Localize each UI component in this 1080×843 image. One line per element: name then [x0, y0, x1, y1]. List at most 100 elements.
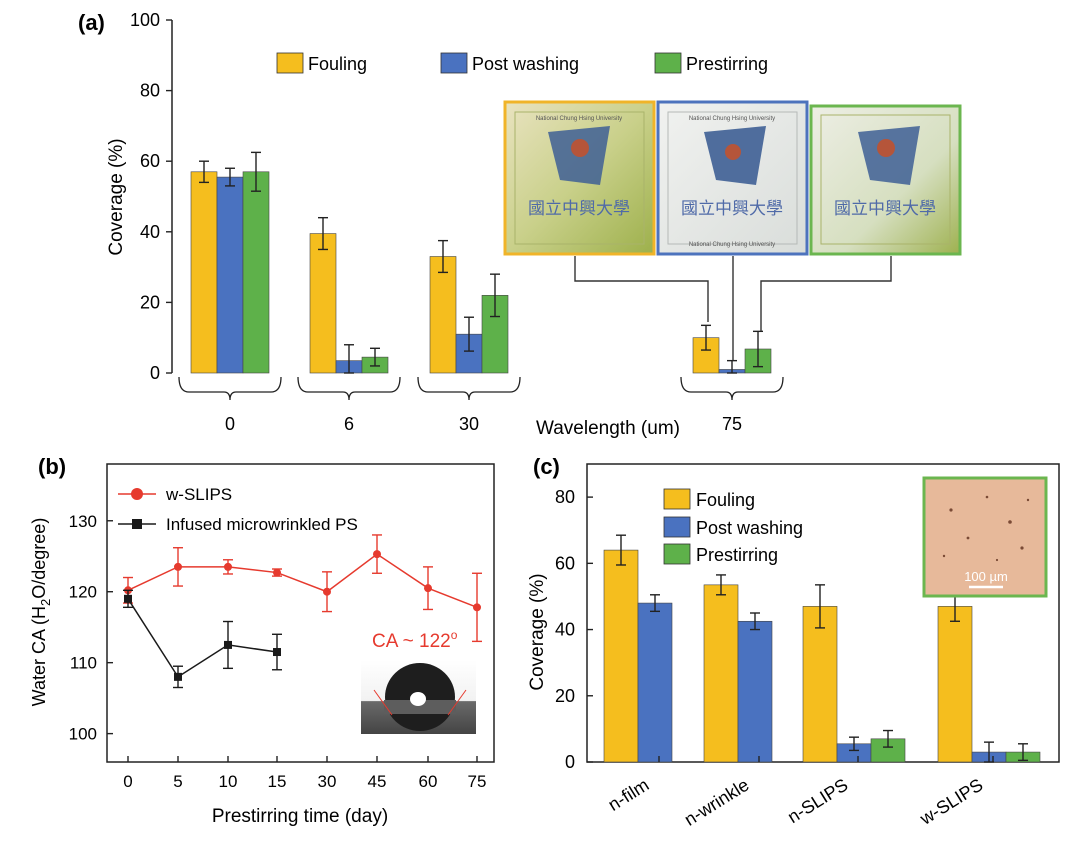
c-x-tick-labels: n-film n-wrinkle n-SLIPS w-SLIPS: [605, 756, 994, 830]
b-point-wslips: [273, 568, 281, 577]
c-y-tick-label: 40: [555, 620, 575, 640]
a-y-ticks: 0 20 40 60 80 100: [130, 10, 172, 383]
a-errorbar-fouling-0: [199, 160, 209, 184]
b-line-wslips: [127, 553, 478, 609]
b-point-infused: [224, 640, 232, 649]
a-bar-fouling-6: [309, 233, 337, 374]
b-plot-frame: [106, 463, 495, 763]
panel-c-label: (c): [533, 454, 560, 479]
c-errorbar-post-washing-n-wrinkle: [750, 612, 760, 631]
a-photo-fouling: 國立中興大學 National Chung Hsing University: [503, 100, 656, 256]
c-errorbar-fouling-n-wrinkle: [716, 574, 726, 596]
b-x-axis-label: Prestirring time (day): [212, 806, 388, 827]
b-legend: w-SLIPS Infused microwrinkled PS: [118, 485, 358, 534]
b-line-infused: [127, 598, 278, 678]
c-y-tick-label: 80: [555, 487, 575, 507]
a-errorbar-post-washing-6: [344, 344, 354, 374]
c-bar-fouling-n-wrinkle: [703, 584, 739, 763]
c-y-tick-label: 0: [565, 752, 575, 772]
a-legend-fouling: Fouling: [308, 54, 367, 74]
a-bar-post-washing-0: [216, 176, 244, 374]
b-x-tick-label: 75: [468, 772, 487, 791]
a-y-tick-label: 80: [140, 81, 160, 101]
b-x-tick-label: 15: [268, 772, 287, 791]
panel-b: (b) 100 110 120 130 0 5 10 15 30 45 60 75 Water CA…: [29, 454, 495, 827]
a-x-tick-6: 6: [344, 414, 354, 434]
c-errorbar-prestirring-w-SLIPS: [1018, 743, 1028, 762]
a-brace-6: [297, 376, 401, 401]
c-scale-bar-label: 100 µm: [964, 569, 1008, 584]
b-ca-annotation: CA ~ 122o: [372, 628, 458, 652]
b-y-axis-label: Water CA (H2O/degree): [29, 518, 53, 707]
b-y-tick-label: 120: [69, 583, 97, 602]
c-legend-prestirring-swatch: [663, 543, 691, 565]
b-point-wslips: [323, 587, 331, 596]
photo-1-english-text: National Chung Hsing University: [536, 116, 622, 122]
a-errorbar-post-washing-30: [464, 316, 474, 352]
c-legend-fouling: Fouling: [696, 490, 755, 510]
c-errorbar-fouling-n-SLIPS: [815, 584, 825, 629]
c-bar-post-washing-n-film: [637, 602, 673, 763]
photo-2-chinese-text: 國立中興大學: [681, 199, 783, 218]
b-x-ticks: 0 5 10 15 30 45 60 75: [123, 756, 486, 791]
c-legend-post-washing: Post washing: [696, 518, 803, 538]
a-x-tick-30: 30: [459, 414, 479, 434]
a-y-tick-label: 40: [140, 222, 160, 242]
a-legend-post-washing: Post washing: [472, 54, 579, 74]
a-errorbar-fouling-30: [438, 239, 448, 274]
b-point-wslips: [473, 603, 481, 612]
a-brace-0: [178, 376, 282, 401]
b-point-infused: [273, 648, 281, 657]
c-y-ticks: 0 20 40 60 80: [555, 487, 593, 772]
a-group-braces: [178, 376, 784, 401]
a-legend-post-washing-swatch: [440, 52, 468, 74]
c-errorbar-prestirring-n-SLIPS: [883, 729, 893, 748]
a-brace-75: [680, 376, 784, 401]
a-legend-fouling-swatch: [276, 52, 304, 74]
a-errorbar-post-washing-0: [225, 167, 235, 187]
a-x-tick-0: 0: [225, 414, 235, 434]
c-bars: [603, 534, 1041, 763]
c-y-axis-label: Coverage (%): [527, 573, 548, 690]
b-y-tick-label: 130: [69, 512, 97, 531]
a-errorbar-fouling-75: [701, 324, 711, 351]
b-y-tick-label: 110: [70, 654, 97, 673]
photo-2-english-text-bottom: National Chung Hsing University: [689, 242, 775, 248]
b-point-wslips: [424, 584, 432, 593]
b-x-tick-label: 5: [173, 772, 182, 791]
c-bar-fouling-n-film: [603, 549, 639, 763]
b-point-infused: [124, 594, 132, 603]
a-brace-30: [417, 376, 521, 401]
a-x-tick-75: 75: [722, 414, 742, 434]
a-photo-connectors: [574, 256, 892, 360]
a-errorbar-prestirring-0: [251, 151, 261, 192]
panel-a-label: (a): [78, 10, 105, 35]
a-errorbar-prestirring-75: [753, 330, 763, 368]
c-x-tick-w-SLIPS: w-SLIPS: [916, 775, 987, 830]
c-bar-fouling-n-SLIPS: [802, 606, 838, 763]
c-errorbar-post-washing-n-SLIPS: [849, 736, 859, 752]
c-legend: Fouling Post washing Prestirring: [663, 488, 803, 565]
a-errorbar-post-washing-75: [727, 359, 737, 374]
a-photo-prestirring: 國立中興大學: [809, 104, 962, 256]
b-x-tick-label: 0: [123, 772, 132, 791]
a-errorbar-prestirring-30: [490, 273, 500, 318]
c-x-tick-n-film: n-film: [605, 775, 653, 815]
b-legend-wslips-marker: [131, 488, 143, 500]
b-x-tick-label: 30: [318, 772, 337, 791]
a-y-axis-label: Coverage (%): [106, 138, 127, 255]
a-legend: Fouling Post washing Prestirring: [276, 52, 768, 74]
b-x-tick-label: 60: [419, 772, 438, 791]
c-errorbar-post-washing-n-film: [650, 594, 660, 613]
panel-b-label: (b): [38, 454, 66, 479]
a-bars: [190, 151, 772, 374]
photo-1-chinese-text: 國立中興大學: [528, 199, 630, 218]
c-bar-post-washing-n-wrinkle: [737, 620, 773, 763]
connector-prestirring: [760, 256, 892, 331]
c-legend-prestirring: Prestirring: [696, 545, 778, 565]
b-point-wslips: [224, 562, 232, 571]
panel-a: (a) 0 20 40 60 80 100 Coverage (%) 0 6 30 75 Wav…: [78, 10, 962, 439]
c-y-tick-label: 20: [555, 686, 575, 706]
b-y-tick-label: 100: [69, 725, 97, 744]
